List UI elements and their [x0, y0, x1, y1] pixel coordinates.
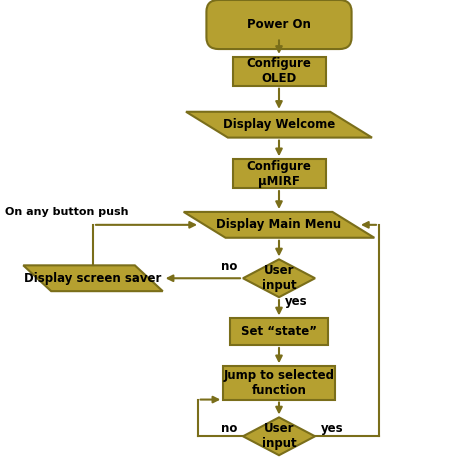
Polygon shape	[184, 212, 374, 238]
FancyBboxPatch shape	[232, 57, 326, 86]
FancyBboxPatch shape	[206, 0, 352, 49]
Text: Display screen saver: Display screen saver	[24, 272, 162, 285]
Text: Configure
OLED: Configure OLED	[246, 57, 312, 85]
Text: yes: yes	[321, 422, 343, 435]
Polygon shape	[23, 265, 163, 291]
FancyBboxPatch shape	[223, 366, 335, 400]
Text: no: no	[221, 260, 237, 273]
Polygon shape	[243, 259, 315, 297]
Text: no: no	[221, 422, 237, 435]
Text: yes: yes	[285, 295, 307, 308]
Text: Set “state”: Set “state”	[241, 325, 317, 338]
Text: Configure
μMIRF: Configure μMIRF	[246, 160, 312, 188]
FancyBboxPatch shape	[232, 159, 326, 188]
Text: Power On: Power On	[247, 18, 311, 31]
Text: User
input: User input	[262, 422, 296, 450]
Text: On any button push: On any button push	[5, 207, 128, 217]
Text: Display Main Menu: Display Main Menu	[216, 219, 342, 232]
Text: Display Welcome: Display Welcome	[223, 118, 335, 131]
Polygon shape	[243, 417, 315, 455]
Text: Jump to selected
function: Jump to selected function	[224, 369, 334, 397]
FancyBboxPatch shape	[230, 319, 328, 345]
Text: User
input: User input	[262, 264, 296, 292]
Polygon shape	[186, 112, 372, 138]
